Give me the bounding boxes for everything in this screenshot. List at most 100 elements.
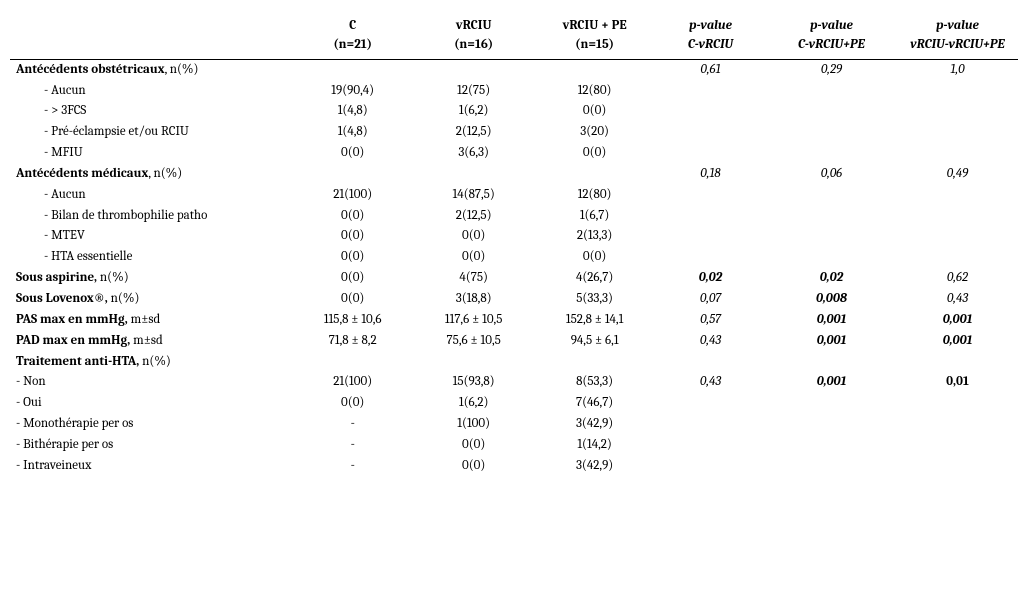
col-header-vrciu: vRCIU (n=16): [413, 16, 534, 59]
table-row: - > 3FCS1(4,8)1(6,2)0(0): [10, 101, 1018, 122]
cell-p1: 0,43: [655, 331, 766, 352]
table-row: - MFIU0(0)3(6,3)0(0): [10, 143, 1018, 164]
cell-vrciupe: 152,8 ± 14,1: [534, 310, 655, 331]
cell-vrciu: 3(6,3): [413, 143, 534, 164]
cell-p3: [897, 435, 1018, 456]
cell-p2: [766, 101, 897, 122]
cell-p1: [655, 101, 766, 122]
row-label: PAD max en mmHg, m±sd: [10, 331, 292, 352]
table-row: - Pré-éclampsie et/ou RCIU1(4,8)2(12,5)3…: [10, 122, 1018, 143]
cell-p2: 0,06: [766, 164, 897, 185]
row-label: - Aucun: [10, 185, 292, 206]
row-label: - Monothérapie per os: [10, 414, 292, 435]
cell-p3: [897, 206, 1018, 227]
cell-vrciu: 1(100): [413, 414, 534, 435]
table-row: - MTEV0(0)0(0)2(13,3): [10, 226, 1018, 247]
cell-p2: 0,008: [766, 289, 897, 310]
cell-p3: [897, 226, 1018, 247]
cell-p3: 0,62: [897, 268, 1018, 289]
row-label: - Aucun: [10, 81, 292, 102]
table-body: Antécédents obstétricaux, n(%)0,610,291,…: [10, 59, 1018, 476]
cell-p3: [897, 81, 1018, 102]
cell-p3: [897, 414, 1018, 435]
cell-p1: [655, 122, 766, 143]
row-label: Antécédents médicaux, n(%): [10, 164, 292, 185]
cell-c: -: [292, 435, 413, 456]
cell-p3: [897, 352, 1018, 373]
table-row: Sous Lovenox®, n(%)0(0)3(18,8)5(33,3)0,0…: [10, 289, 1018, 310]
col-header-p1-sub: C-vRCIU: [688, 37, 733, 52]
cell-p1: [655, 393, 766, 414]
cell-p2: 0,001: [766, 372, 897, 393]
cell-vrciu: 3(18,8): [413, 289, 534, 310]
cell-vrciu: 2(12,5): [413, 206, 534, 227]
cell-p1: 0,61: [655, 59, 766, 80]
cell-vrciu: 4(75): [413, 268, 534, 289]
cell-c: 71,8 ± 8,2: [292, 331, 413, 352]
cell-p3: 0,49: [897, 164, 1018, 185]
row-label: - Bithérapie per os: [10, 435, 292, 456]
cell-vrciupe: 3(42,9): [534, 414, 655, 435]
cell-vrciu: 75,6 ± 10,5: [413, 331, 534, 352]
cell-vrciu: [413, 164, 534, 185]
col-header-p3-title: p-value: [936, 18, 979, 33]
cell-vrciu: 15(93,8): [413, 372, 534, 393]
cell-c: 0(0): [292, 393, 413, 414]
cell-vrciu: 117,6 ± 10,5: [413, 310, 534, 331]
cell-c: 1(4,8): [292, 101, 413, 122]
cell-c: 21(100): [292, 185, 413, 206]
table-row: Antécédents médicaux, n(%) 0,180,060,49: [10, 164, 1018, 185]
col-header-p1: p-value C-vRCIU: [655, 16, 766, 59]
cell-c: 0(0): [292, 143, 413, 164]
col-header-c: C (n=21): [292, 16, 413, 59]
row-label: - HTA essentielle: [10, 247, 292, 268]
cell-vrciupe: 94,5 ± 6,1: [534, 331, 655, 352]
cell-vrciupe: 7(46,7): [534, 393, 655, 414]
cell-vrciupe: [534, 164, 655, 185]
row-label: - Oui: [10, 393, 292, 414]
row-label: Sous aspirine, n(%): [10, 268, 292, 289]
cell-p1: [655, 456, 766, 477]
cell-vrciupe: 3(20): [534, 122, 655, 143]
table-row: - Non21(100)15(93,8)8(53,3)0,430,0010,01: [10, 372, 1018, 393]
row-label: Traitement anti-HTA, n(%): [10, 352, 292, 373]
cell-vrciu: 1(6,2): [413, 101, 534, 122]
cell-c: [292, 352, 413, 373]
cell-vrciupe: 0(0): [534, 101, 655, 122]
cell-p3: [897, 185, 1018, 206]
cell-c: 21(100): [292, 372, 413, 393]
table-row: Traitement anti-HTA, n(%): [10, 352, 1018, 373]
cell-vrciupe: 3(42,9): [534, 456, 655, 477]
row-label: - Bilan de thrombophilie patho: [10, 206, 292, 227]
cell-p2: [766, 393, 897, 414]
cell-vrciu: 0(0): [413, 226, 534, 247]
cell-p3: [897, 456, 1018, 477]
cell-c: 0(0): [292, 268, 413, 289]
cell-c: 1(4,8): [292, 122, 413, 143]
cell-p2: [766, 143, 897, 164]
cell-p1: [655, 435, 766, 456]
cell-p1: [655, 226, 766, 247]
row-label: - > 3FCS: [10, 101, 292, 122]
cell-c: 0(0): [292, 289, 413, 310]
cell-vrciu: 0(0): [413, 435, 534, 456]
cell-vrciupe: 12(80): [534, 81, 655, 102]
cell-p1: [655, 247, 766, 268]
cell-vrciu: 12(75): [413, 81, 534, 102]
table-row: - Bilan de thrombophilie patho0(0)2(12,5…: [10, 206, 1018, 227]
cell-p3: [897, 143, 1018, 164]
cell-p3: 0,001: [897, 331, 1018, 352]
cell-p2: [766, 122, 897, 143]
cell-p3: 0,01: [897, 372, 1018, 393]
row-label: Antécédents obstétricaux, n(%): [10, 59, 292, 80]
cell-p2: [766, 185, 897, 206]
cell-p1: 0,18: [655, 164, 766, 185]
row-label: - Intraveineux: [10, 456, 292, 477]
cell-p3: [897, 393, 1018, 414]
table-row: - Aucun21(100)14(87,5)12(80): [10, 185, 1018, 206]
cell-p2: [766, 206, 897, 227]
cell-vrciupe: 12(80): [534, 185, 655, 206]
cell-p2: [766, 352, 897, 373]
table-row: - Aucun19(90,4)12(75)12(80): [10, 81, 1018, 102]
cell-p2: [766, 414, 897, 435]
